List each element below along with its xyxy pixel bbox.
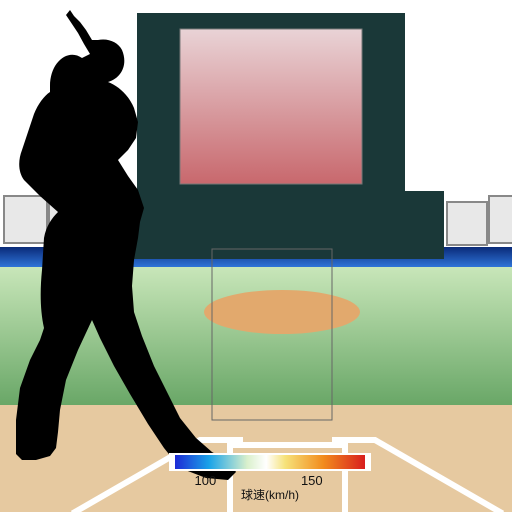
legend-tick: 150	[301, 473, 323, 488]
pitchers-mound	[204, 290, 360, 334]
scoreboard-screen	[180, 29, 362, 184]
legend-label: 球速(km/h)	[241, 488, 299, 502]
stand-box	[4, 196, 47, 243]
stand-box	[489, 196, 512, 243]
pitch-location-scene: 100 150球速(km/h)	[0, 0, 512, 512]
legend-tick: 100	[195, 473, 217, 488]
stand-box	[447, 202, 487, 245]
speed-legend-bar	[175, 455, 365, 469]
